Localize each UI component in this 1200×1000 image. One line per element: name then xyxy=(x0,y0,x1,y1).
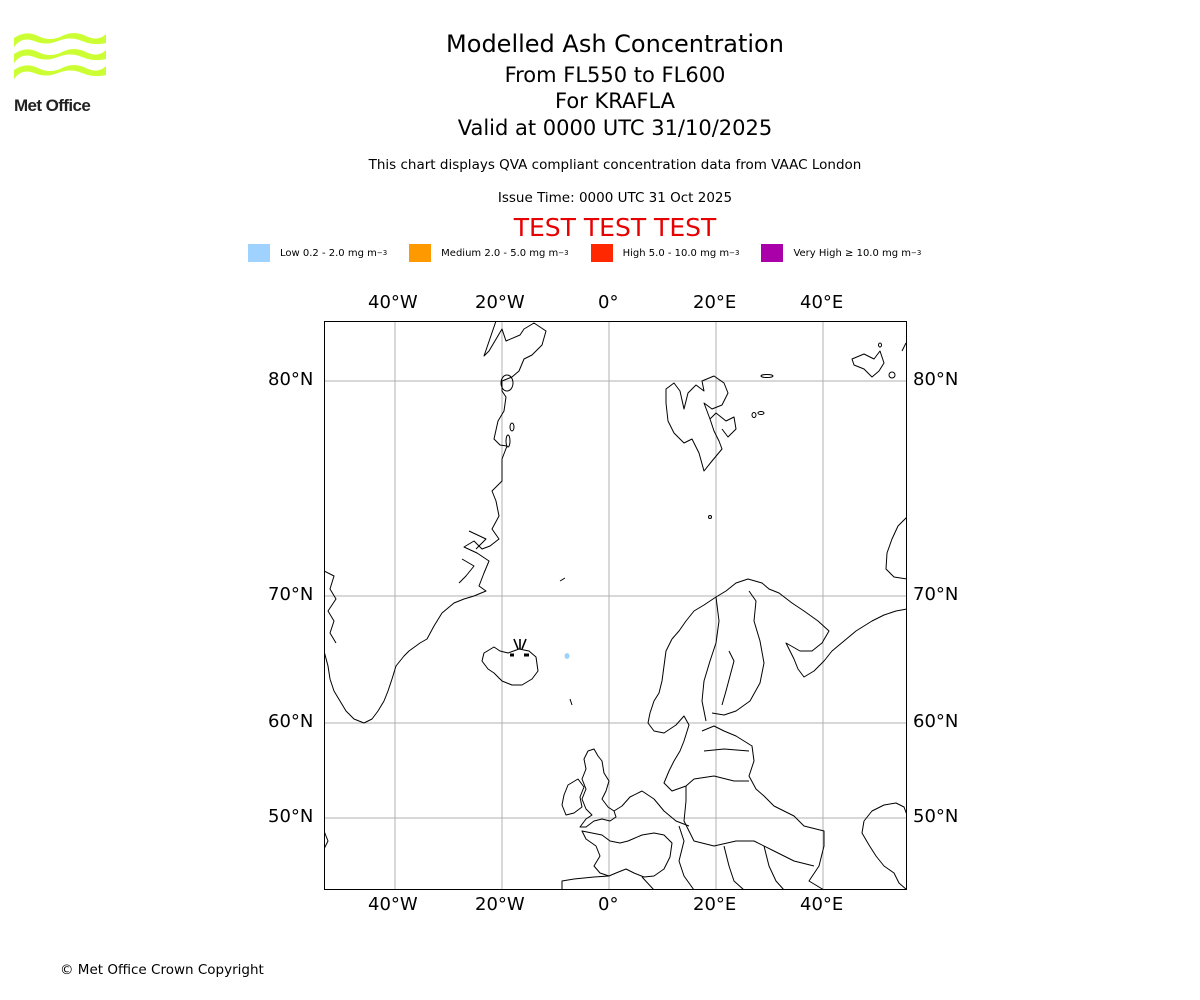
graticule xyxy=(324,321,907,890)
legend-item-high: High 5.0 - 10.0 mg m −3 xyxy=(590,244,740,262)
uk-coast xyxy=(579,748,617,828)
iceland-coast xyxy=(481,646,539,686)
lat-tick-left-70n: 70°N xyxy=(268,584,314,605)
met-office-logo-text: Met Office xyxy=(14,96,91,115)
lon-tick-top-40e: 40°E xyxy=(800,292,844,313)
lon-tick-top-20w: 20°W xyxy=(475,292,525,313)
validity-time: Valid at 0000 UTC 31/10/2025 xyxy=(457,116,773,140)
lat-tick-left-80n: 80°N xyxy=(268,369,314,390)
legend-unit-exponent: −3 xyxy=(376,249,388,257)
copyright-footer: © Met Office Crown Copyright xyxy=(60,962,264,978)
test-banner: TEST TEST TEST xyxy=(513,213,717,242)
ireland-coast xyxy=(561,778,585,816)
chart-description: This chart displays QVA compliant concen… xyxy=(368,157,862,173)
met-office-waves-icon xyxy=(14,33,106,79)
legend-label-medium: Medium 2.0 - 5.0 mg m xyxy=(441,247,559,259)
legend-swatch-high xyxy=(590,244,613,262)
lat-tick-right-60n: 60°N xyxy=(913,711,959,732)
lat-tick-left-50n: 50°N xyxy=(268,806,314,827)
legend-item-low: Low 0.2 - 2.0 mg m −3 xyxy=(248,244,387,262)
legend-label-very-high: Very High ≥ 10.0 mg m xyxy=(793,247,912,259)
svalbard-coast xyxy=(665,375,729,472)
france-coast xyxy=(581,830,673,878)
ash-area-low[interactable] xyxy=(564,653,570,659)
legend-item-medium: Medium 2.0 - 5.0 mg m −3 xyxy=(409,244,569,262)
lon-tick-bottom-40e: 40°E xyxy=(800,894,844,915)
lat-tick-right-70n: 70°N xyxy=(913,584,959,605)
volcano-icon[interactable] xyxy=(510,638,529,657)
lon-tick-bottom-20w: 20°W xyxy=(475,894,525,915)
lon-tick-bottom-20e: 20°E xyxy=(693,894,737,915)
legend-swatch-low xyxy=(248,244,270,262)
ash-map[interactable] xyxy=(324,321,907,890)
legend-swatch-medium xyxy=(409,244,432,262)
greenland-coast xyxy=(324,321,547,724)
legend-item-very-high: Very High ≥ 10.0 mg m −3 xyxy=(761,244,921,262)
lat-tick-right-50n: 50°N xyxy=(913,806,959,827)
lon-tick-top-20e: 20°E xyxy=(693,292,737,313)
lon-tick-top-0: 0° xyxy=(598,292,619,313)
lat-tick-right-80n: 80°N xyxy=(913,369,959,390)
legend-unit-exponent: −3 xyxy=(911,249,922,257)
flight-level-range: From FL550 to FL600 xyxy=(504,63,726,87)
coastlines xyxy=(324,321,907,890)
lon-tick-bottom-40w: 40°W xyxy=(368,894,418,915)
volcano-name: For KRAFLA xyxy=(555,89,675,113)
scandinavia-coast xyxy=(671,578,907,678)
legend-unit-exponent: −3 xyxy=(558,249,569,257)
legend-label-high: High 5.0 - 10.0 mg m xyxy=(622,247,730,259)
map-frame xyxy=(324,321,907,890)
legend-unit-exponent: −3 xyxy=(729,249,740,257)
issue-time: Issue Time: 0000 UTC 31 Oct 2025 xyxy=(497,190,733,206)
legend-swatch-very-high xyxy=(761,244,784,262)
met-office-logo: Met Office xyxy=(14,30,106,116)
concentration-legend: Low 0.2 - 2.0 mg m −3 Medium 2.0 - 5.0 mg… xyxy=(248,244,943,262)
legend-label-low: Low 0.2 - 2.0 mg m xyxy=(280,247,377,259)
lat-tick-left-60n: 60°N xyxy=(268,711,314,732)
chart-title: Modelled Ash Concentration xyxy=(446,30,784,58)
lon-tick-bottom-0: 0° xyxy=(598,894,619,915)
lon-tick-top-40w: 40°W xyxy=(368,292,418,313)
